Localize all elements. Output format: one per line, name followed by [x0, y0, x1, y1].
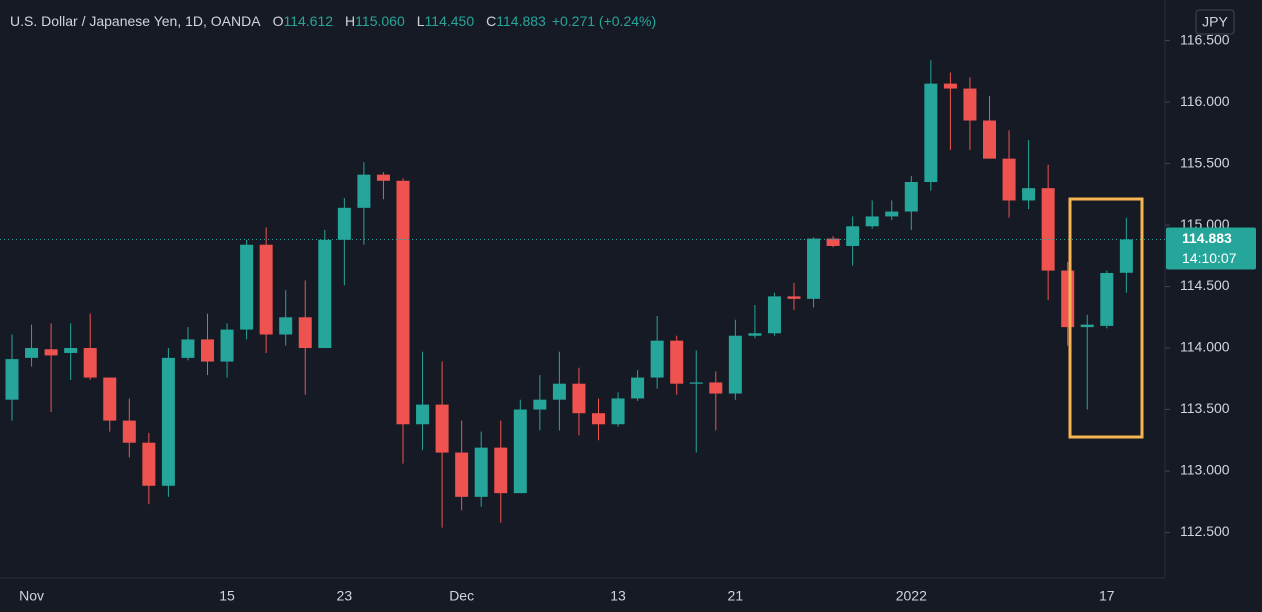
candle-body [416, 404, 430, 425]
candle-body [787, 296, 801, 299]
y-tick-label: 112.500 [1180, 523, 1230, 539]
candle-body [807, 238, 821, 299]
candle-body [983, 120, 996, 159]
candle-body [728, 335, 742, 394]
candle-body [240, 244, 254, 330]
x-tick-label: 17 [1099, 588, 1115, 604]
y-tick-label: 113.000 [1180, 462, 1230, 478]
candle-body [318, 239, 332, 349]
candle-body [103, 377, 117, 421]
candle-body [572, 383, 586, 414]
legend-change: +0.271 (+0.24%) [551, 13, 657, 29]
candle-body [142, 442, 156, 486]
candle-body [552, 383, 566, 400]
candle-body [904, 182, 918, 212]
candle-body [1080, 324, 1094, 328]
candle-body [943, 83, 957, 89]
candle-body [963, 88, 977, 121]
price-tag [1166, 227, 1256, 270]
y-tick-label: 114.500 [1180, 277, 1230, 293]
x-tick-label: 13 [610, 588, 626, 604]
candle-body [494, 447, 508, 494]
x-tick-label: 15 [219, 588, 235, 604]
candle-body [455, 452, 469, 497]
legend-key: L [416, 13, 425, 29]
candle-body [670, 340, 684, 384]
candle-body [64, 348, 78, 353]
price-tag-label: 114.883 [1182, 230, 1232, 246]
candle-body [650, 340, 664, 378]
candle-body [709, 382, 723, 394]
candle-body [161, 357, 175, 486]
candle-body [767, 296, 781, 334]
countdown-label: 14:10:07 [1182, 250, 1237, 266]
legend-key: O [272, 13, 284, 29]
candle-body [748, 333, 762, 336]
legend-value: 114.612 [283, 13, 334, 29]
highlight-box [1068, 197, 1144, 439]
candle-body [279, 317, 293, 335]
symbol-title: U.S. Dollar / Japanese Yen, 1D, OANDA [10, 13, 261, 29]
candle-body [25, 348, 39, 358]
x-tick-label: Dec [449, 588, 474, 604]
plot [0, 60, 1165, 528]
candle-body [611, 398, 625, 425]
candle-body [44, 349, 58, 356]
candle-body [1119, 239, 1133, 273]
candle-body [474, 447, 488, 497]
candle-body [533, 399, 547, 410]
candle-body [1002, 158, 1016, 201]
candle-body [201, 339, 214, 362]
x-tick-label: 21 [728, 588, 744, 604]
candle-body [826, 238, 840, 246]
candle-body [396, 180, 410, 425]
candle-body [1061, 270, 1075, 328]
candle-body [885, 211, 899, 217]
legend-value: 114.883 [496, 13, 546, 29]
candle-body [83, 348, 97, 378]
currency-label: JPY [1202, 14, 1228, 30]
x-tick-label: 23 [337, 588, 353, 604]
x-tick-label: 2022 [896, 588, 927, 604]
candle-body [592, 413, 605, 425]
candle-body [122, 420, 136, 443]
candle-body [337, 207, 351, 240]
candle-body [181, 339, 195, 358]
candle-body [220, 329, 234, 362]
candle-body [689, 382, 703, 384]
candle-body [846, 226, 860, 246]
candle-body [1041, 188, 1055, 271]
y-tick-label: 113.500 [1180, 400, 1230, 416]
candle-body [1022, 188, 1036, 201]
candle-body [631, 377, 645, 399]
candle-body [435, 404, 449, 453]
legend-value: 114.450 [424, 13, 475, 29]
candle-body [5, 359, 19, 400]
candle-body [1100, 273, 1114, 326]
candle-body [298, 317, 312, 349]
legend-key: C [486, 13, 497, 29]
legend-value: 115.060 [355, 13, 405, 29]
candle-body [357, 174, 371, 208]
y-tick-label: 116.000 [1180, 93, 1230, 109]
currency-box[interactable] [1195, 9, 1235, 35]
y-tick-label: 114.000 [1180, 339, 1230, 355]
candle-body [865, 216, 879, 227]
x-tick-label: Nov [19, 588, 44, 604]
candle-body [376, 174, 390, 181]
candle-body [513, 409, 527, 494]
candle-body [259, 244, 273, 335]
y-tick-label: 116.500 [1180, 31, 1230, 47]
y-tick-label: 115.500 [1180, 154, 1230, 170]
candle-body [924, 83, 938, 183]
legend-key: H [345, 13, 356, 29]
